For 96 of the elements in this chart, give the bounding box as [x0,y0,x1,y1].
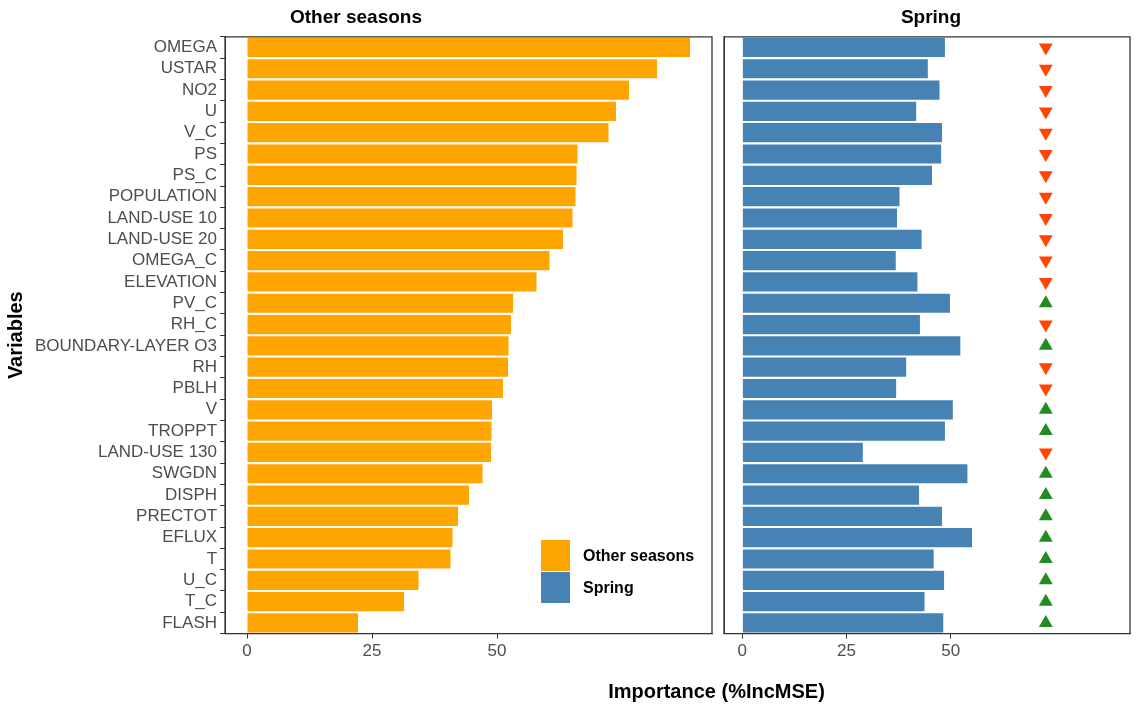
bar [742,293,950,313]
bar [247,187,576,207]
y-axis-title: Variables [3,291,26,380]
y-tick-label: PBLH [172,378,218,398]
bar [247,421,492,441]
y-tick-label: LAND-USE 10 [107,207,218,227]
x-tick-label: 25 [362,641,382,661]
x-tick-label: 25 [837,641,857,661]
bar [742,208,897,228]
text: Spring [583,578,634,596]
bar [742,357,907,377]
bar [742,187,900,207]
bar [742,378,897,399]
chart-title: Other seasons [290,5,422,27]
bar [742,421,945,441]
bar [247,336,509,356]
bar [742,37,945,58]
x-tick-label: 0 [737,641,748,661]
y-tick-label: U_C [183,570,218,589]
x-tick-label: 0 [242,641,252,661]
y-tick-label: U [204,101,218,121]
y-tick-label: ELEVATION [124,271,218,291]
bar [247,80,630,100]
bar [742,613,944,633]
bar [742,229,922,249]
x-tick-label: 50 [487,641,507,661]
x-tick-label: 50 [941,641,961,661]
bar [742,464,968,484]
bar [742,528,973,548]
bar [247,485,470,505]
y-tick-label: POPULATION [108,186,218,206]
y-tick-label: SWGDN [151,463,218,483]
bar [742,165,932,185]
y-tick-label: T [206,548,218,568]
bar [742,336,961,356]
bar [247,208,573,228]
bar [742,144,942,164]
bar [247,272,537,292]
y-tick-label: OMEGA_C [132,250,218,270]
bar [742,400,953,420]
bar [742,549,934,569]
bar [247,251,550,271]
y-tick-label: NO2 [182,79,218,99]
bar [247,314,512,335]
bar [742,272,918,292]
bar [247,528,453,548]
y-tick-label: LAND-USE 20 [107,228,218,248]
bar [742,442,863,463]
bar [247,570,419,590]
bar [742,485,920,505]
y-tick-label: TROPPT [148,420,218,440]
bar [247,144,578,164]
y-tick-label: OMEGA [153,37,218,57]
y-tick-label: T_C [184,591,218,611]
series-label: Spring [900,5,962,27]
bar [247,101,617,121]
y-tick-label: DISPH [165,484,218,504]
bar [742,59,928,79]
text: Other seasons [583,546,695,565]
bar [742,80,940,100]
bar [247,613,359,633]
bar [247,357,509,377]
bar [247,592,405,612]
bar [247,442,492,463]
y-tick-label: V_C [183,122,218,142]
y-tick-label: RH [192,356,218,376]
bar [247,59,657,79]
y-tick-label: V [205,399,218,419]
bar [247,123,609,143]
bar [742,251,896,271]
bar [247,506,459,526]
x-axis-title: Importance (%IncMSE) [607,680,826,703]
bar [247,293,514,313]
bar [247,229,564,249]
bar [247,378,504,399]
bar [742,123,943,143]
bar [742,570,945,590]
bar [247,549,451,569]
y-tick-label: LAND-USE 130 [97,442,218,462]
y-tick-label: PS_C [172,165,218,185]
bar [247,464,483,484]
y-tick-label: RH_C [170,314,218,334]
y-tick-label: EFLUX [162,527,218,547]
bar [247,37,690,58]
y-tick-label: PS [194,143,218,163]
y-tick-label: USTAR [160,58,218,78]
bar [742,101,917,121]
y-tick-label: BOUNDARY-LAYER O3 [35,335,218,355]
bar [742,314,920,335]
bar [742,592,925,612]
y-tick-label: PRECTOT [136,506,218,526]
bar [742,506,943,526]
y-tick-label: FLASH [162,612,218,632]
y-tick-label: PV_C [172,292,218,312]
bar [247,165,577,185]
bar [247,400,493,420]
